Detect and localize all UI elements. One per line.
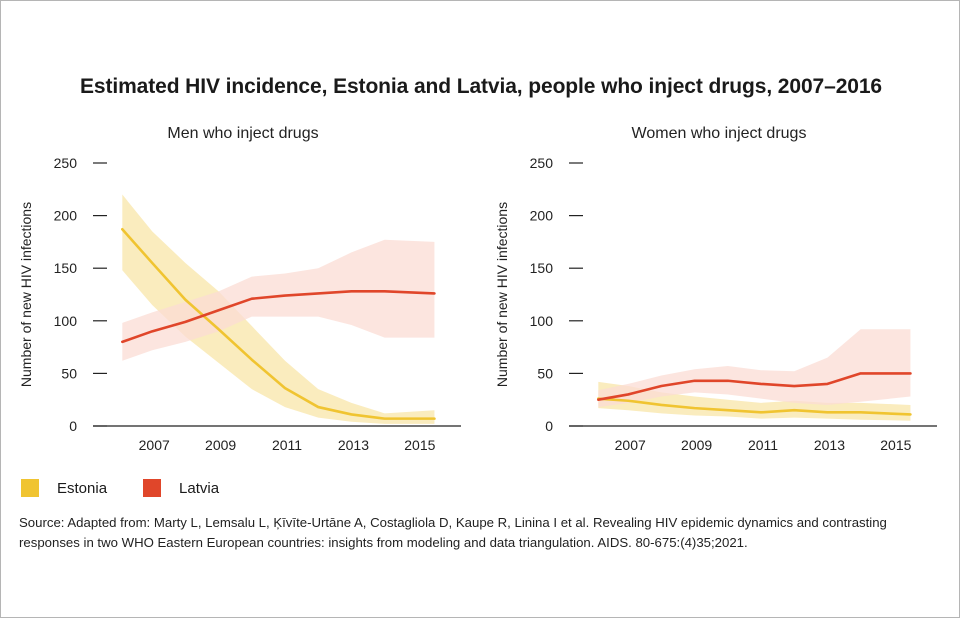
panel-women: Women who inject drugs Number of new HIV …	[494, 125, 937, 453]
chart-title: Estimated HIV incidence, Estonia and Lat…	[79, 75, 883, 98]
legend-label-estonia: Estonia	[57, 479, 108, 497]
y-tick-label: 50	[537, 365, 553, 381]
x-tick-label: 2013	[814, 437, 845, 453]
x-tick-label: 2015	[404, 437, 435, 453]
source-note: Source: Adapted from: Marty L, Lemsalu L…	[19, 515, 887, 550]
x-tick-label: 2007	[615, 437, 646, 453]
x-tick-label: 2013	[338, 437, 369, 453]
y-axis-label: Number of new HIV infections	[494, 202, 510, 387]
legend-swatch-estonia	[21, 479, 39, 497]
y-tick-label: 250	[530, 155, 554, 171]
y-tick-label: 0	[69, 418, 77, 434]
x-tick-label: 2015	[880, 437, 911, 453]
panel-men: Men who inject drugs Number of new HIV in…	[18, 125, 461, 453]
band-latvia	[598, 329, 911, 408]
x-tick-label: 2007	[139, 437, 170, 453]
x-tick-label: 2009	[205, 437, 236, 453]
series-line-estonia	[121, 227, 436, 420]
legend-item-latvia: Latvia	[143, 479, 219, 497]
y-tick-label: 100	[54, 313, 78, 329]
y-tick-label: 150	[54, 260, 78, 276]
legend: Estonia Latvia	[21, 479, 255, 497]
y-tick-label: 250	[54, 155, 78, 171]
legend-item-estonia: Estonia	[21, 479, 107, 497]
x-tick-label: 2011	[748, 437, 778, 453]
panel-title: Women who inject drugs	[632, 125, 807, 142]
panel-title: Men who inject drugs	[167, 125, 318, 142]
y-tick-label: 100	[530, 313, 554, 329]
y-tick-label: 200	[530, 208, 554, 224]
y-axis-label: Number of new HIV infections	[18, 202, 34, 387]
series-line-latvia	[121, 290, 436, 344]
y-tick-label: 150	[530, 260, 554, 276]
x-tick-label: 2009	[681, 437, 712, 453]
series-line-estonia	[597, 397, 912, 416]
legend-label-latvia: Latvia	[179, 479, 220, 497]
x-tick-label: 2011	[272, 437, 302, 453]
y-tick-label: 50	[61, 365, 77, 381]
band-estonia	[598, 381, 911, 421]
y-tick-label: 0	[545, 418, 553, 434]
series-line-latvia	[597, 372, 912, 402]
band-latvia	[122, 239, 435, 361]
legend-swatch-latvia	[143, 479, 162, 497]
y-tick-label: 200	[54, 208, 78, 224]
